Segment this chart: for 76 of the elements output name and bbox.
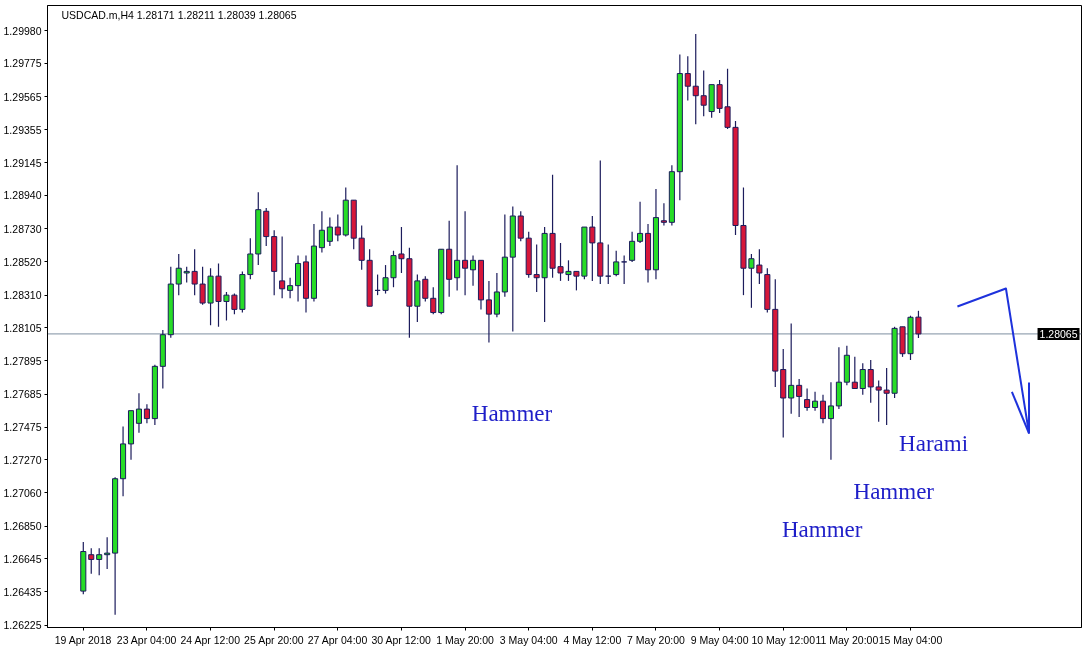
candlestick xyxy=(629,231,636,263)
x-tick-label: 1 May 20:00 xyxy=(436,633,495,646)
y-tick-label: 1.26850 xyxy=(3,520,42,533)
x-tick-label: 10 May 12:00 xyxy=(751,633,816,646)
candlestick xyxy=(621,254,628,285)
candlestick xyxy=(287,277,294,299)
y-tick-label: 1.28940 xyxy=(3,189,42,202)
candlestick xyxy=(867,359,874,404)
candlestick xyxy=(605,243,612,285)
y-tick-label: 1.27270 xyxy=(3,453,42,466)
candlestick xyxy=(875,380,882,423)
x-tick-label: 24 Apr 12:00 xyxy=(180,633,241,646)
y-tick-label: 1.29980 xyxy=(3,24,42,37)
candlestick xyxy=(135,392,143,434)
y-tick-label: 1.27895 xyxy=(3,354,42,367)
x-tick-label: 9 May 04:00 xyxy=(690,633,749,646)
candlestick xyxy=(804,387,811,412)
candlestick xyxy=(469,254,477,287)
x-tick-label: 15 May 04:00 xyxy=(878,633,943,646)
candlestick xyxy=(493,272,500,318)
y-tick-label: 1.26645 xyxy=(3,552,42,565)
x-tick-label: 11 May 20:00 xyxy=(815,633,879,646)
x-tick-label: 27 Apr 04:00 xyxy=(307,633,368,646)
y-tick-label: 1.29775 xyxy=(3,57,42,70)
x-tick-label: 7 May 20:00 xyxy=(627,633,686,646)
y-tick-label: 1.26435 xyxy=(3,585,42,598)
candlestick xyxy=(835,346,842,410)
y-tick-label: 1.28105 xyxy=(3,321,42,334)
y-tick-label: 1.29145 xyxy=(3,156,42,169)
x-tick-label: 23 Apr 04:00 xyxy=(116,633,177,646)
candlestick xyxy=(859,362,866,396)
candlestick xyxy=(485,280,492,344)
x-tick-label: 30 Apr 12:00 xyxy=(371,633,432,646)
candlestick xyxy=(851,356,858,390)
y-tick-label: 1.27685 xyxy=(3,388,42,401)
candlestick xyxy=(318,210,325,253)
chart-title: USDCAD.m,H4 1.28171 1.28211 1.28039 1.28065 xyxy=(61,8,297,21)
candlestick xyxy=(454,164,461,291)
y-tick-label: 1.27475 xyxy=(3,421,42,434)
candlestick xyxy=(517,210,524,242)
x-tick-label: 3 May 04:00 xyxy=(499,633,558,646)
annotation: Hammer xyxy=(853,479,935,505)
candlestick xyxy=(613,250,620,277)
annotation: Hammer xyxy=(781,517,863,543)
y-tick-label: 1.28730 xyxy=(3,222,42,235)
candlestick xyxy=(827,381,834,461)
annotation: Hammer xyxy=(471,401,553,427)
candlestick xyxy=(430,286,437,315)
candlestick xyxy=(462,210,469,296)
candlestick xyxy=(788,323,795,415)
candlestick xyxy=(660,202,667,227)
x-tick-label: 25 Apr 20:00 xyxy=(244,633,304,646)
candlestick xyxy=(326,216,333,247)
ref-line-label: 1.28065 xyxy=(1039,327,1078,340)
candlestick xyxy=(692,33,699,125)
candlestick xyxy=(295,254,302,303)
candlestick xyxy=(96,547,103,576)
y-tick-label: 1.28520 xyxy=(3,255,42,268)
x-tick-label: 4 May 12:00 xyxy=(563,633,622,646)
y-tick-label: 1.29355 xyxy=(3,123,42,136)
annotation: Harami xyxy=(899,430,969,456)
y-tick-label: 1.29565 xyxy=(3,90,42,103)
candlestick xyxy=(334,213,341,242)
candlestick xyxy=(143,403,150,424)
candlestick xyxy=(684,55,691,102)
candlestick xyxy=(637,201,644,244)
candlestick xyxy=(819,394,827,424)
x-tick-label: 19 Apr 2018 xyxy=(54,633,112,646)
candlestick xyxy=(104,536,111,570)
y-tick-label: 1.28310 xyxy=(3,289,42,302)
candlestick xyxy=(812,391,819,412)
y-tick-label: 1.27060 xyxy=(3,486,42,499)
candlestick xyxy=(88,547,95,575)
candlestick xyxy=(279,235,286,299)
candlestick xyxy=(796,378,803,418)
y-tick-label: 1.26225 xyxy=(3,619,42,632)
